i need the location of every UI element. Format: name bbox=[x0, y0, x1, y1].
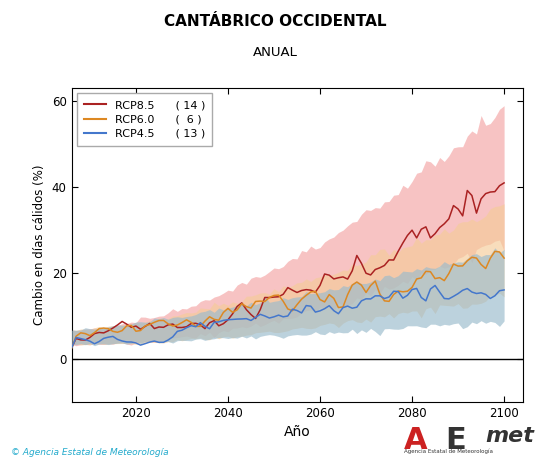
Text: A: A bbox=[404, 426, 427, 456]
Text: CANTÁBRICO OCCIDENTAL: CANTÁBRICO OCCIDENTAL bbox=[164, 14, 386, 29]
Text: Agencia Estatal de Meteorología: Agencia Estatal de Meteorología bbox=[404, 449, 493, 455]
Text: ANUAL: ANUAL bbox=[252, 46, 298, 59]
Text: E: E bbox=[446, 426, 466, 456]
Legend: RCP8.5      ( 14 ), RCP6.0      (  6 ), RCP4.5      ( 13 ): RCP8.5 ( 14 ), RCP6.0 ( 6 ), RCP4.5 ( 13… bbox=[77, 93, 212, 146]
Text: met: met bbox=[485, 426, 534, 446]
Text: © Agencia Estatal de Meteorología: © Agencia Estatal de Meteorología bbox=[11, 449, 169, 457]
Y-axis label: Cambio en días cálidos (%): Cambio en días cálidos (%) bbox=[33, 164, 46, 325]
X-axis label: Año: Año bbox=[284, 426, 310, 439]
